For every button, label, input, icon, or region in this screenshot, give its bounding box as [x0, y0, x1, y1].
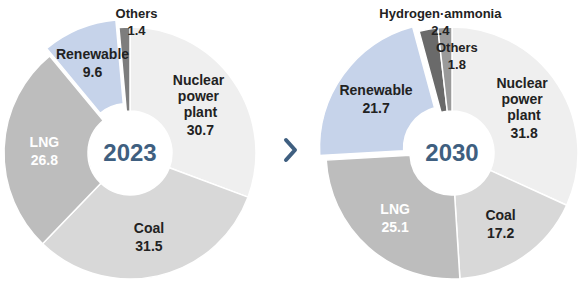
slice-label-line: LNG: [380, 201, 410, 217]
chart-title: 2023: [103, 139, 156, 166]
slice-label-line: plant: [184, 104, 218, 120]
arrow: [286, 140, 295, 160]
chart-title: 2030: [425, 139, 478, 166]
slice-value: 31.8: [510, 125, 537, 141]
slice-label: LNG: [30, 134, 60, 150]
slice-label-line: Renewable: [339, 82, 412, 98]
slice-label-line: Nuclear: [173, 72, 228, 88]
slice-value: 26.8: [31, 152, 58, 168]
pie-slice: [455, 170, 567, 278]
slice-label: LNG: [380, 201, 410, 217]
slice-label-line: plant: [507, 107, 541, 123]
pie-chart: 2023 Nuclear power plant 30.7 Coal 31.5 LNG 26…: [4, 6, 256, 279]
slice-label: Others: [116, 6, 158, 21]
slice-label-line: Renewable: [56, 46, 129, 62]
pie-slice: [47, 20, 124, 113]
slice-value: 31.5: [135, 238, 162, 254]
data-labels: Nuclear power plant 31.8 Coal 17.2 LNG 25.1 Re…: [339, 6, 551, 241]
slice-value: 1.8: [448, 57, 466, 72]
pie-slice: [119, 27, 130, 111]
data-labels: Nuclear power plant 30.7 Coal 31.5 LNG 26.8 Re…: [30, 6, 228, 254]
slice-label: Hydrogen·ammonia: [379, 6, 502, 21]
slice-label: Nuclear power plant: [173, 72, 228, 120]
slice-label: Renewable: [339, 82, 412, 98]
slice-label: Coal: [485, 207, 515, 223]
slice-label-line: power: [178, 88, 223, 104]
slices: [320, 27, 578, 279]
pie-slice: [326, 155, 460, 279]
pie-chart: 2030 Nuclear power plant 31.8 Coal 17.2 LNG 25…: [320, 6, 578, 279]
slice-value: 2.4: [431, 23, 450, 38]
slice-label-line: Coal: [134, 220, 164, 236]
slice-label-line: power: [501, 91, 546, 107]
slice-label-line: Coal: [485, 207, 515, 223]
slice-value: 25.1: [382, 219, 409, 235]
slice-label: Renewable: [56, 46, 129, 62]
slice-label-line: Nuclear: [496, 75, 551, 91]
slice-label: Others: [436, 40, 478, 55]
slice-label: Nuclear power plant: [496, 75, 551, 123]
slice-value: 1.4: [127, 23, 146, 38]
slice-value: 21.7: [362, 100, 389, 116]
figure: 2023 Nuclear power plant 30.7 Coal 31.5 LNG 26…: [0, 0, 582, 285]
slice-value: 17.2: [487, 225, 514, 241]
slice-label: Coal: [134, 220, 164, 236]
slices: [4, 20, 256, 279]
slice-value: 30.7: [187, 122, 214, 138]
pie-slice: [130, 27, 256, 197]
slice-value: 9.6: [83, 64, 103, 80]
slice-label-line: LNG: [30, 134, 60, 150]
pie-slice: [320, 27, 435, 156]
